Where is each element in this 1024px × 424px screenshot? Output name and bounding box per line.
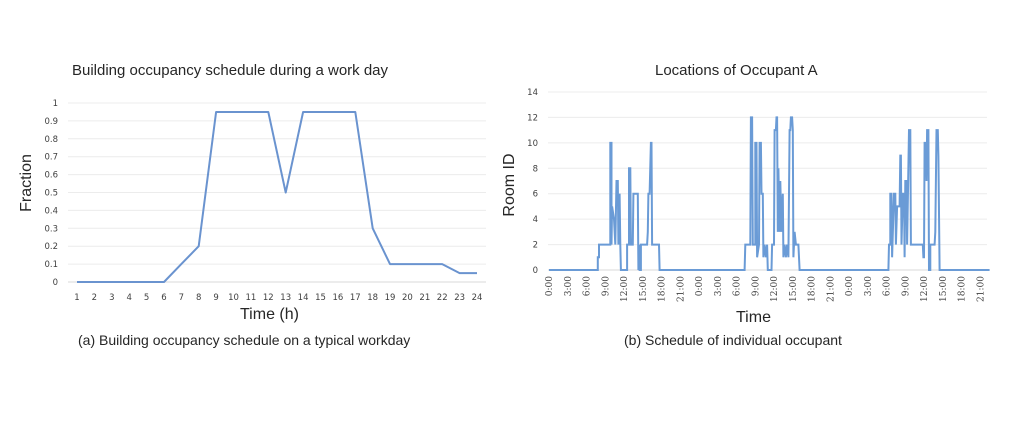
chart-a-caption: (a) Building occupancy schedule on a typ… xyxy=(78,332,411,348)
x-tick-label: 4 xyxy=(126,293,131,303)
x-tick-label: 9:00 xyxy=(751,276,761,296)
x-tick-label: 0:00 xyxy=(695,276,705,296)
chart-b-x-axis-title: Time xyxy=(736,309,771,326)
y-tick-label: 0.9 xyxy=(44,117,58,127)
y-tick-label: 4 xyxy=(533,215,538,225)
x-tick-label: 15:00 xyxy=(789,276,799,302)
x-tick-label: 20 xyxy=(402,293,413,303)
x-tick-label: 21:00 xyxy=(826,276,836,302)
room-id-line xyxy=(549,116,990,271)
x-tick-label: 10 xyxy=(228,293,239,303)
chart-a-title: Building occupancy schedule during a wor… xyxy=(72,62,389,79)
x-tick-label: 14 xyxy=(298,293,309,303)
chart-panel-a: Building occupancy schedule during a wor… xyxy=(0,0,500,424)
y-tick-label: 8 xyxy=(533,164,538,174)
chart-b-caption: (b) Schedule of individual occupant xyxy=(624,332,842,348)
chart-b-title: Locations of Occupant A xyxy=(655,62,818,79)
x-tick-label: 12 xyxy=(263,293,274,303)
y-tick-label: 0 xyxy=(53,278,58,288)
y-tick-label: 0.1 xyxy=(44,260,58,270)
x-tick-label: 1 xyxy=(74,293,79,303)
chart-a-x-axis-title: Time (h) xyxy=(240,306,299,323)
y-tick-label: 12 xyxy=(527,113,538,123)
y-tick-label: 14 xyxy=(527,88,538,98)
y-tick-label: 1 xyxy=(53,99,58,109)
x-tick-label: 6:00 xyxy=(583,276,593,296)
chart-b-plot: 0 2 4 6 8 10 12 14 0:00 3:00 6:00 9:00 12:00 15:00 18:… xyxy=(527,88,990,302)
x-tick-label: 15:00 xyxy=(939,276,949,302)
x-tick-label: 13 xyxy=(280,293,291,303)
x-tick-label: 18:00 xyxy=(658,276,668,302)
x-tick-label: 6:00 xyxy=(883,276,893,296)
y-tick-label: 6 xyxy=(533,190,538,200)
y-tick-label: 0.3 xyxy=(44,224,58,234)
x-tick-label: 21:00 xyxy=(976,276,986,302)
chart-panel-b: Locations of Occupant A Room ID Time (b)… xyxy=(500,0,1024,424)
x-tick-label: 11 xyxy=(245,293,256,303)
y-tick-label: 0.4 xyxy=(44,206,58,216)
x-tick-label: 17 xyxy=(350,293,361,303)
y-tick-label: 0.6 xyxy=(44,171,58,181)
x-tick-label: 23 xyxy=(454,293,465,303)
y-tick-label: 0.8 xyxy=(44,135,58,145)
y-tick-label: 0 xyxy=(533,266,538,276)
x-tick-label: 19 xyxy=(385,293,396,303)
x-tick-label: 18:00 xyxy=(808,276,818,302)
y-tick-label: 2 xyxy=(533,241,538,251)
x-tick-label: 12:00 xyxy=(620,276,630,302)
x-tick-label: 5 xyxy=(144,293,149,303)
x-tick-label: 2 xyxy=(92,293,97,303)
x-tick-label: 15:00 xyxy=(639,276,649,302)
occupancy-line xyxy=(77,111,477,283)
x-tick-label: 12:00 xyxy=(770,276,780,302)
y-tick-label: 10 xyxy=(527,139,538,149)
x-tick-label: 9 xyxy=(213,293,218,303)
x-tick-label: 6:00 xyxy=(733,276,743,296)
x-tick-label: 9:00 xyxy=(601,276,611,296)
x-tick-label: 12:00 xyxy=(920,276,930,302)
x-tick-label: 0:00 xyxy=(545,276,555,296)
x-tick-label: 15 xyxy=(315,293,326,303)
y-tick-label: 0.5 xyxy=(44,189,58,199)
y-tick-label: 0.7 xyxy=(44,153,58,163)
x-tick-label: 16 xyxy=(332,293,343,303)
x-tick-label: 3 xyxy=(109,293,114,303)
x-tick-label: 9:00 xyxy=(901,276,911,296)
x-tick-label: 22 xyxy=(437,293,448,303)
x-tick-label: 21:00 xyxy=(676,276,686,302)
x-tick-label: 7 xyxy=(179,293,184,303)
y-tick-label: 0.2 xyxy=(44,242,58,252)
x-tick-label: 3:00 xyxy=(864,276,874,296)
x-tick-label: 18 xyxy=(367,293,378,303)
x-tick-label: 24 xyxy=(472,293,483,303)
x-tick-label: 0:00 xyxy=(845,276,855,296)
x-tick-label: 8 xyxy=(196,293,201,303)
chart-a-plot: 00.10.20.30.40.50.60.70.80.911 2 3 4 5 6 7 8 9 10… xyxy=(44,99,486,303)
x-tick-label: 3:00 xyxy=(564,276,574,296)
x-tick-label: 21 xyxy=(419,293,430,303)
x-tick-label: 6 xyxy=(161,293,166,303)
x-tick-label: 18:00 xyxy=(958,276,968,302)
x-tick-label: 3:00 xyxy=(714,276,724,296)
